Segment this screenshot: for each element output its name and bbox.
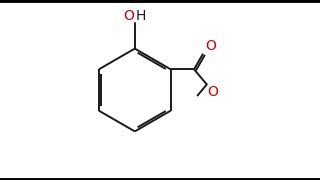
Text: O: O	[208, 85, 219, 99]
Text: H: H	[136, 8, 146, 22]
Text: O: O	[205, 39, 216, 53]
Text: O: O	[123, 8, 134, 22]
